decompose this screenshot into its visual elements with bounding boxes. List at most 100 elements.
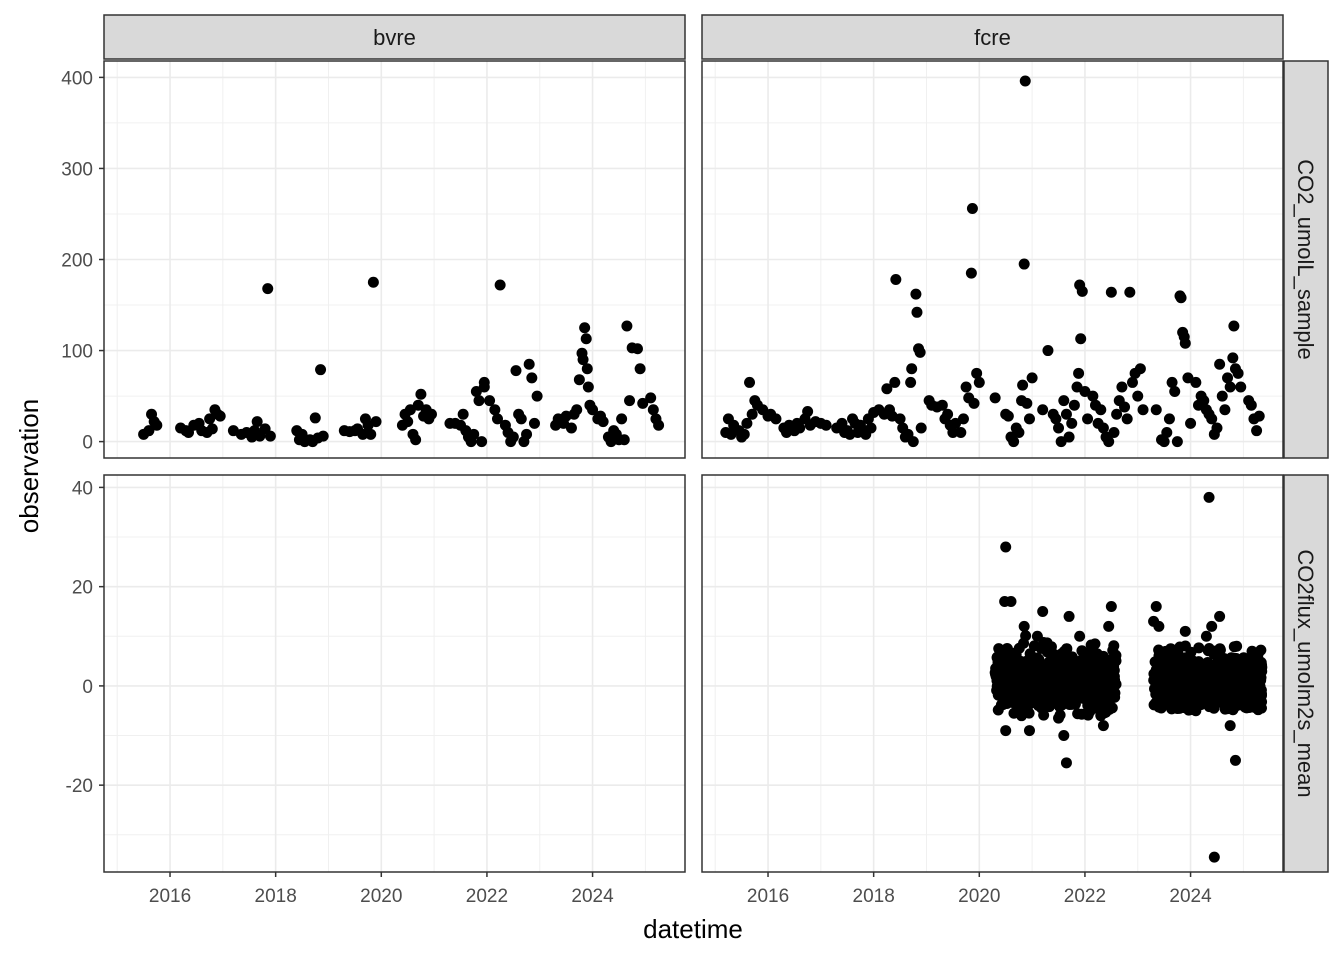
data-point	[1181, 653, 1193, 665]
strip-column-bvre: bvre	[103, 14, 686, 60]
data-point	[802, 406, 814, 418]
data-point	[1222, 372, 1234, 384]
data-point	[370, 416, 382, 428]
data-point	[1067, 671, 1079, 683]
data-point	[1161, 427, 1173, 439]
data-point	[1232, 367, 1244, 379]
data-point	[906, 363, 918, 375]
data-point	[577, 354, 589, 366]
data-point	[1052, 673, 1064, 685]
y-tick-label: 20	[72, 578, 93, 599]
panel-border	[701, 474, 1284, 873]
x-tick-label: 2018	[853, 886, 895, 907]
x-axis-title: datetime	[643, 914, 743, 944]
data-point	[1158, 436, 1170, 448]
data-point	[1171, 673, 1183, 685]
data-point	[515, 413, 527, 425]
data-point	[367, 276, 379, 288]
data-point	[905, 376, 917, 388]
data-point	[1063, 610, 1075, 622]
data-point	[1124, 286, 1136, 298]
data-point	[991, 652, 1003, 664]
data-point	[1060, 408, 1072, 420]
data-point	[1000, 541, 1012, 553]
data-point	[1066, 651, 1078, 663]
data-point	[1224, 381, 1236, 393]
data-point	[1082, 413, 1094, 425]
strip-row-co2-sample: CO2_umolL_sample	[1283, 60, 1329, 459]
data-point	[889, 376, 901, 388]
data-point	[1005, 596, 1017, 608]
data-point	[1010, 686, 1022, 698]
data-point	[1228, 641, 1240, 653]
data-point	[746, 408, 758, 420]
data-point	[955, 427, 967, 439]
data-point	[1229, 754, 1241, 766]
data-point	[1076, 645, 1088, 657]
strip-background	[1283, 474, 1329, 873]
data-point	[1080, 677, 1092, 689]
data-point	[1179, 625, 1191, 637]
strip-label-fcre: fcre	[974, 25, 1011, 50]
data-point	[531, 390, 543, 402]
data-point	[865, 422, 877, 434]
panel-background	[104, 475, 685, 872]
data-point	[1185, 678, 1197, 690]
y-tick-label: 300	[61, 159, 93, 180]
data-point	[971, 367, 983, 379]
data-point	[1095, 404, 1107, 416]
data-point	[1119, 401, 1131, 413]
data-point	[526, 372, 538, 384]
data-point	[1245, 399, 1257, 411]
data-point	[1203, 491, 1215, 503]
data-point	[1185, 417, 1197, 429]
data-point	[1023, 725, 1035, 737]
data-point	[1211, 422, 1223, 434]
x-tick-label: 2020	[958, 886, 1000, 907]
data-point	[1214, 358, 1226, 370]
data-point	[914, 346, 926, 358]
data-point	[616, 413, 628, 425]
data-point	[1063, 431, 1075, 443]
data-point	[1227, 352, 1239, 364]
x-tick-label: 2024	[571, 886, 614, 907]
data-point	[491, 413, 503, 425]
data-point	[1104, 689, 1116, 701]
strip-column-fcre: fcre	[701, 14, 1284, 60]
strip-label-co2-flux: CO2flux_umolm2s_mean	[1293, 549, 1318, 797]
data-point	[618, 434, 630, 446]
data-point	[1019, 75, 1031, 87]
data-point	[647, 404, 659, 416]
data-point	[1013, 642, 1025, 654]
data-point	[597, 416, 609, 428]
x-tick-label: 2022	[466, 886, 508, 907]
strip-background	[1283, 60, 1329, 459]
data-point	[1126, 376, 1138, 388]
y-axis-title: observation	[14, 399, 44, 533]
strip-label-bvre: bvre	[373, 25, 416, 50]
data-point	[1018, 258, 1030, 270]
data-point	[1108, 427, 1120, 439]
y-tick-label: 400	[61, 68, 93, 89]
data-point	[573, 374, 585, 386]
data-point	[910, 288, 922, 300]
data-point	[907, 436, 919, 448]
data-point	[1053, 712, 1065, 724]
x-tick-label: 2022	[1064, 886, 1106, 907]
data-point	[1105, 601, 1117, 613]
data-point	[1111, 408, 1123, 420]
x-tick-label: 2018	[255, 886, 297, 907]
data-point	[1243, 695, 1255, 707]
data-point	[634, 363, 646, 375]
data-point	[1200, 630, 1212, 642]
data-point	[1017, 379, 1029, 391]
data-point	[995, 689, 1007, 701]
data-point	[1214, 610, 1226, 622]
data-point	[1160, 645, 1172, 657]
data-point	[968, 397, 980, 409]
data-point	[1053, 654, 1065, 666]
data-point	[1042, 345, 1054, 357]
data-point	[1150, 404, 1162, 416]
data-point	[631, 343, 643, 355]
data-point	[1029, 697, 1041, 709]
